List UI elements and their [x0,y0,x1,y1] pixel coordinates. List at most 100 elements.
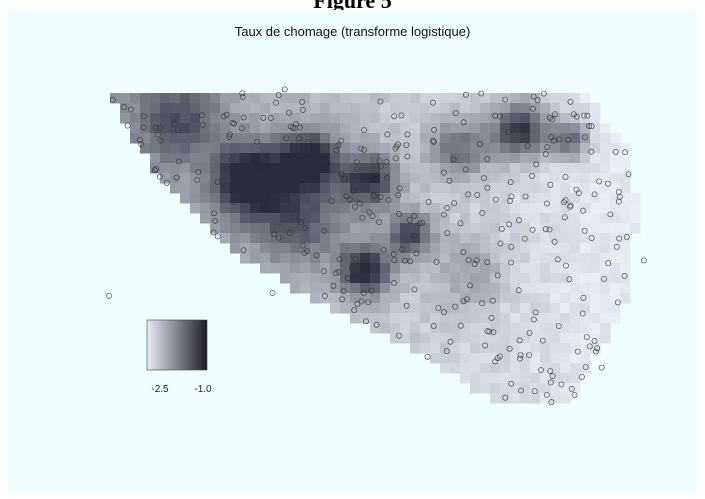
heatmap-cell [590,283,601,294]
heatmap-cell [570,273,581,284]
heatmap-cell [340,253,351,264]
heatmap-cell [180,103,191,114]
observation-point [361,127,367,134]
heatmap-cell [420,333,431,344]
heatmap-cell [570,213,581,224]
heatmap-cell [370,283,381,294]
heatmap-cell [360,133,371,144]
observation-point [526,352,533,358]
heatmap-cell [530,283,541,294]
heatmap-cell [470,133,481,144]
heatmap-cell [490,383,501,394]
heatmap-cell [490,343,501,354]
heatmap-cell [200,143,211,154]
heatmap-cell [390,143,401,154]
heatmap-cell [420,103,431,114]
heatmap-cell [120,113,131,124]
heatmap-cell [610,223,621,234]
observation-point [352,203,358,210]
observation-point [299,188,306,195]
heatmap-cell [330,283,341,294]
observation-point [562,197,569,204]
heatmap-cell [420,213,431,224]
heatmap-cell [370,213,381,224]
heatmap-cell [250,213,261,224]
heatmap-cell [480,183,491,194]
heatmap-cell [430,163,441,174]
heatmap-cell [250,233,261,244]
heatmap-cell [620,153,631,164]
heatmap-cell [560,223,571,234]
observation-point [591,191,598,198]
heatmap-cell [510,263,521,274]
observation-point [598,364,605,371]
heatmap-cell [390,103,401,114]
heatmap-cell [160,163,171,174]
heatmap-cell [560,123,571,134]
heatmap-cell [610,133,621,144]
heatmap-cell [620,173,631,184]
heatmap-cell [420,163,431,174]
heatmap-cell [480,363,491,374]
heatmap-cell [360,193,371,204]
observation-point [579,310,586,317]
heatmap-cell [460,203,471,214]
heatmap-cell [310,153,321,164]
observation-point [175,158,182,165]
observation-point [465,257,472,264]
heatmap-cell [540,213,551,224]
heatmap-cell [590,223,601,234]
heatmap-cell [400,183,411,194]
observation-point [384,131,391,138]
observation-point [124,122,131,129]
heatmap-cell [170,173,181,184]
colorbar-tick-high: -1.0 [194,384,212,395]
heatmap-cell [220,123,231,134]
heatmap-cell [550,243,561,254]
heatmap-cell [560,143,571,154]
observation-point [275,234,282,241]
heatmap-cell [540,223,551,234]
heatmap-cell [470,93,481,104]
heatmap-cell [540,243,551,254]
heatmap-cell [290,253,301,264]
heatmap-cell [490,233,501,244]
heatmap-cell [290,143,301,154]
heatmap-cell [320,263,331,274]
heatmap-cell [230,153,241,164]
heatmap-cell [340,263,351,274]
heatmap-cell [370,323,381,334]
colorbar [146,319,208,371]
heatmap-cell [440,263,451,274]
heatmap-cell [190,183,201,194]
heatmap-cell [550,173,561,184]
heatmap-cell [420,283,431,294]
heatmap-cell [560,393,571,404]
heatmap-cell [570,103,581,114]
heatmap-cell [540,323,551,334]
observation-point [484,156,491,162]
heatmap-cell [560,103,571,114]
heatmap-cell [150,153,161,164]
heatmap-cell [330,213,341,224]
observation-point [542,151,549,158]
heatmap-cell [460,133,471,144]
heatmap-cell [360,243,371,254]
heatmap-cell [300,213,311,224]
heatmap-cell [520,263,531,274]
heatmap-cell [530,343,541,354]
heatmap-cell [400,283,411,294]
observation-point [538,367,544,373]
heatmap-cell [420,253,431,264]
observation-point [532,309,539,316]
heatmap-cell [350,283,361,294]
heatmap-cell [590,273,601,284]
heatmap-cell [580,363,591,374]
heatmap-cell [490,203,501,214]
heatmap-cell [600,133,611,144]
heatmap-cell [540,163,551,174]
observation-point [283,135,290,141]
heatmap-cell [310,133,321,144]
heatmap-cell [580,173,591,184]
observation-point [340,288,347,294]
